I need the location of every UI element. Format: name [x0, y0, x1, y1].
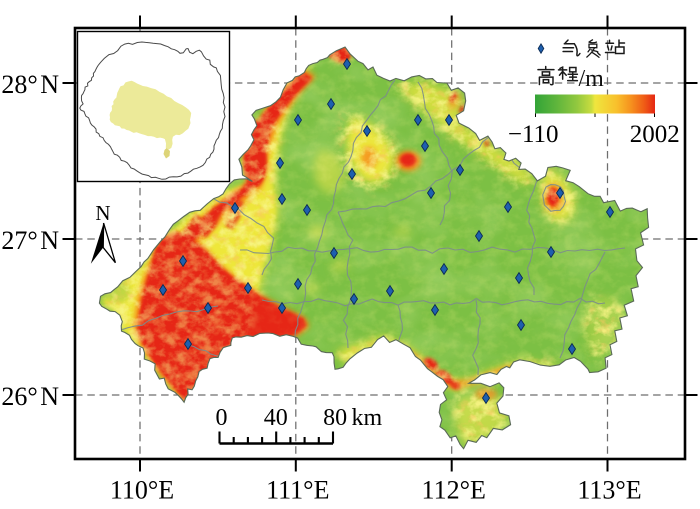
svg-text:−110: −110 — [508, 121, 559, 148]
svg-text:km: km — [352, 405, 383, 431]
svg-text:113°E: 113°E — [577, 476, 641, 505]
svg-text:2002: 2002 — [630, 121, 680, 148]
svg-text:110°E: 110°E — [110, 476, 174, 505]
svg-text:/m: /m — [579, 66, 605, 92]
svg-text:26°N: 26°N — [1, 382, 59, 411]
svg-text:28°N: 28°N — [1, 70, 59, 99]
svg-text:111°E: 111°E — [266, 476, 329, 505]
svg-text:40: 40 — [264, 405, 288, 431]
svg-text:0: 0 — [216, 405, 228, 431]
svg-text:112°E: 112°E — [422, 476, 486, 505]
svg-text:80: 80 — [323, 405, 347, 431]
svg-text:N: N — [95, 201, 110, 225]
svg-text:27°N: 27°N — [1, 226, 59, 255]
